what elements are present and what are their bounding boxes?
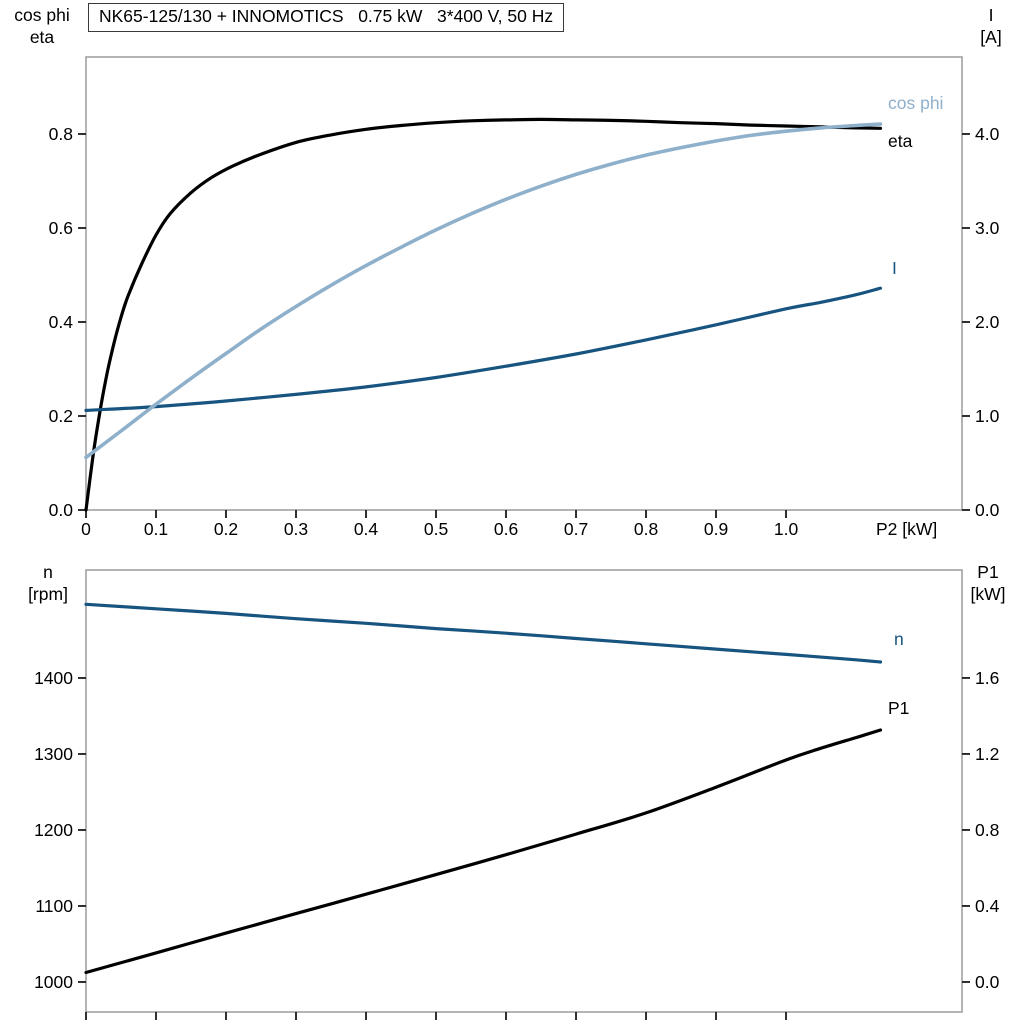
curve-label-speed: n — [894, 629, 904, 649]
right-axis-tick-label: 0.4 — [975, 896, 1000, 916]
left-axis-tick-label: 1000 — [34, 972, 73, 992]
left-axis-tick-label: 1200 — [34, 820, 73, 840]
right-axis-tick-label: 0.0 — [975, 500, 1000, 520]
x-axis-tick-label: 0.1 — [144, 519, 168, 539]
right-axis-tick-label: 1.6 — [975, 668, 999, 688]
x-axis-tick-label: 0.4 — [354, 519, 379, 539]
series-curve-n — [84, 602, 883, 664]
right-axis-title-kw-unit: [kW] — [970, 584, 1006, 604]
left-axis-title-bottom-chart: n [rpm] — [10, 561, 86, 605]
left-axis-tick-label: 0.6 — [49, 218, 73, 238]
right-axis-tick-label: 4.0 — [975, 124, 1000, 144]
left-axis-title-speed: n — [43, 562, 53, 582]
top-chart: 0.0 0.2 0.4 0.6 0.8 0.0 1.0 2.0 3.0 4.0 0 0.1 0.2 0.3… — [49, 56, 1000, 539]
plot-frame — [85, 56, 963, 511]
right-axis-title-bottom-chart: P1 [kW] — [956, 561, 1020, 605]
x-axis-tick-label: 0.9 — [704, 519, 728, 539]
left-axis-tick-label: 1300 — [34, 744, 73, 764]
x-axis-tick-label: 0.6 — [494, 519, 518, 539]
x-axis-title-p2: P2 [kW] — [876, 519, 938, 539]
right-axis-title-p1: P1 — [977, 562, 999, 582]
left-axis-tick-label: 0.2 — [49, 406, 73, 426]
bottom-chart: 1000 1100 1200 1300 1400 0.0 0.4 0.8 1.2 1.6 — [34, 569, 1000, 1020]
x-axis-tick-label: 0.2 — [214, 519, 238, 539]
left-axis-tick-label: 1100 — [35, 896, 73, 916]
right-axis-tick-label: 2.0 — [975, 312, 1000, 332]
left-axis-tick-label: 1400 — [34, 668, 73, 688]
x-axis-tick-label: 1.0 — [774, 519, 799, 539]
right-axis-tick-label: 0.8 — [975, 820, 999, 840]
right-axis-title-top-chart: I [A] — [960, 4, 1022, 48]
curve-label-eta: eta — [888, 131, 913, 151]
x-axis-tick-label: 0.7 — [564, 519, 588, 539]
curve-label-current: I — [892, 258, 897, 278]
left-axis-tick-label: 0.0 — [49, 500, 74, 520]
x-axis-tick-label: 0 — [81, 519, 91, 539]
right-axis-title-current: I — [988, 5, 994, 25]
left-axis-title-eta: eta — [29, 27, 55, 47]
series-curve-eta — [84, 117, 883, 512]
left-axis-title-top-chart: cos phi eta — [2, 4, 82, 48]
right-axis-tick-label: 3.0 — [975, 218, 1000, 238]
plot-frame — [85, 569, 963, 1013]
left-axis-tick-label: 0.8 — [49, 124, 73, 144]
series-curve-P1 — [84, 728, 883, 975]
right-axis-tick-label: 1.2 — [975, 744, 999, 764]
right-axis-title-amps-unit: [A] — [980, 27, 1002, 47]
x-axis-tick-label: 0.8 — [634, 519, 658, 539]
x-axis-tick-label: 0.3 — [284, 519, 308, 539]
left-axis-tick-label: 0.4 — [49, 312, 74, 332]
left-axis-title-cos-phi: cos phi — [14, 5, 70, 25]
left-axis-title-rpm-unit: [rpm] — [28, 584, 68, 604]
series-curve-I — [84, 286, 883, 412]
chart-title-box: NK65-125/130 + INNOMOTICS 0.75 kW 3*400 … — [88, 3, 565, 32]
x-axis-tick-label: 0.5 — [424, 519, 448, 539]
right-axis-tick-label: 0.0 — [975, 972, 1000, 992]
curve-label-cos-phi: cos phi — [888, 93, 944, 113]
curve-label-p1: P1 — [888, 698, 910, 718]
right-axis-tick-label: 1.0 — [975, 406, 1000, 426]
series-curve-cos-phi — [84, 122, 883, 460]
